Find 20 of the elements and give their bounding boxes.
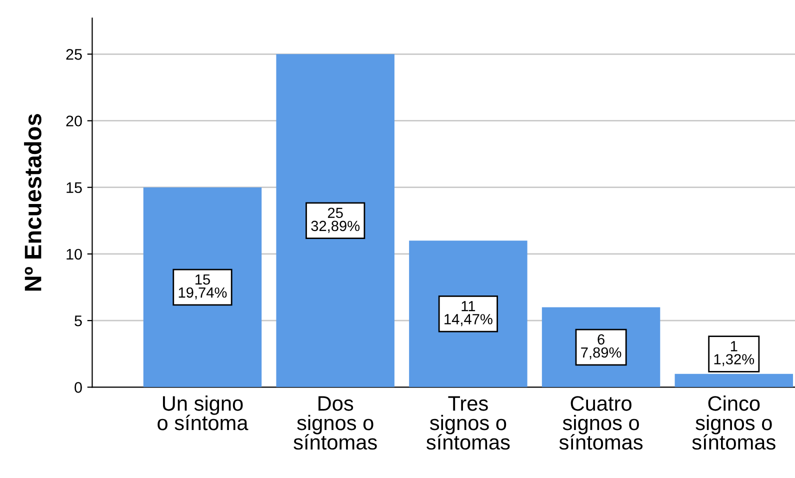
bar xyxy=(674,374,794,388)
y-tick-label: 20 xyxy=(66,116,82,126)
x-tick-label: Tres signos o síntomas xyxy=(426,396,510,450)
bar xyxy=(276,54,394,388)
x-tick-label: Dos signos o síntomas xyxy=(294,396,377,450)
y-tick-label: 0 xyxy=(74,382,82,393)
x-tick-label: Cuatro signos o síntomas xyxy=(559,396,643,450)
data-label: 6 7,89% xyxy=(581,334,622,360)
y-tick-label: 10 xyxy=(66,248,82,260)
data-label: 15 19,74% xyxy=(178,274,227,300)
y-axis-title: Nº Encuestados xyxy=(24,114,42,291)
y-tick-label: 5 xyxy=(74,316,82,326)
x-tick-label: Cinco signos o síntomas xyxy=(692,396,776,450)
data-label: 1 1,32% xyxy=(714,341,754,366)
data-label: 11 14,47% xyxy=(444,301,492,326)
y-tick-label: 15 xyxy=(66,182,82,194)
y-tick-label: 25 xyxy=(66,49,82,60)
bar xyxy=(143,187,262,388)
x-tick-label: Un signo o síntoma xyxy=(158,396,248,430)
data-label: 25 32,89% xyxy=(311,208,360,233)
